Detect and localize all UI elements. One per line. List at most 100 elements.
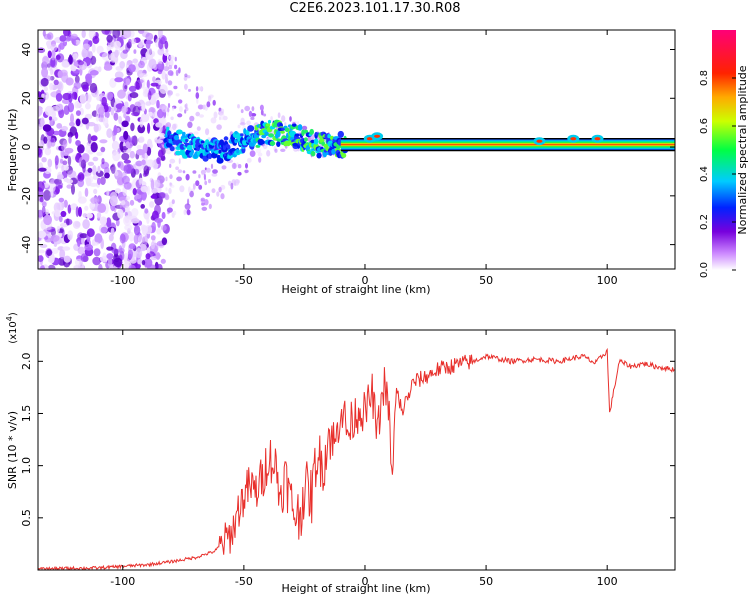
snr-x-tick-label: -50 [235,575,253,588]
heatmap-signal-cell [265,123,271,127]
heatmap-noise-cell [89,82,98,94]
heatmap-noise-cell [161,237,168,246]
heatmap-noise-cell [138,177,143,186]
heatmap-noise-cell [147,122,151,134]
heatmap-signal-cell [176,129,183,135]
spectrogram-ticks: -100 -50 0 50 100 -40 -20 0 20 40 [20,30,675,287]
heatmap-noise-cell [154,139,164,144]
heatmap-transition-cell [248,110,253,117]
heatmap-transition-cell [257,152,263,157]
heatmap-noise-cell [77,144,85,154]
heatmap-transition-cell [259,104,264,111]
heatmap-transition-cell [166,207,173,213]
spectrogram-y-tick-label: 40 [20,43,33,57]
heatmap-noise-cell [106,91,114,101]
heatmap-noise-cell [124,224,133,231]
heatmap-noise-cell [61,125,68,132]
heatmap-transition-cell [205,128,210,136]
heatmap-noise-cell [136,144,142,150]
heatmap-noise-cell [43,33,52,40]
heatmap-signal-cell [245,130,250,137]
heatmap-noise-cell [135,160,143,167]
spectrogram-x-tick-label: 100 [597,274,618,287]
heatmap-signal-cell [275,130,281,138]
heatmap-signal-cell [291,123,297,127]
heatmap-noise-cell [131,111,140,117]
heatmap-noise-cell [92,156,99,162]
heatmap-noise-cell [125,78,131,86]
heatmap-transition-cell [188,88,191,92]
heatmap-noise-cell [93,188,98,195]
heatmap-noise-cell [121,120,129,128]
heatmap-noise-cell [62,246,71,251]
heatmap-noise-cell [40,77,49,87]
heatmap-noise-cell [118,115,122,125]
heatmap-transition-cell [179,106,183,113]
snr-y-tick-label: 0.5 [20,509,33,527]
heatmap-noise-cell [77,174,81,182]
heatmap-noise-cell [44,147,52,156]
heatmap-signal-cell [185,138,189,143]
heatmap-transition-cell [198,174,201,179]
heatmap-transition-cell [240,109,244,114]
heatmap-noise-cell [74,258,82,267]
snr-y-label: SNR (10 * v/v) [6,411,19,489]
heatmap-noise-cell [137,234,146,245]
heatmap-noise-cell [144,225,153,235]
heatmap-noise-cell [115,218,120,227]
heatmap-signal-cell [297,124,303,131]
snr-multiplier-label: (x104) [5,312,19,344]
heatmap-transition-cell [260,109,264,116]
heatmap-noise-cell [90,196,100,205]
heatmap-noise-cell [94,233,103,244]
heatmap-noise-cell [81,236,85,245]
heatmap-noise-cell [71,184,75,195]
heatmap-noise-cell [72,220,81,229]
heatmap-noise-cell [43,214,52,226]
heatmap-noise-cell [138,30,145,34]
heatmap-transition-cell [281,115,286,122]
heatmap-noise-cell [78,206,82,217]
heatmap-noise-cell [124,205,131,213]
heatmap-noise-cell [130,122,135,132]
spectrogram-y-tick-label: -20 [20,187,33,205]
heatmap-noise-cell [53,79,59,86]
heatmap-transition-cell [250,116,255,120]
heatmap-transition-cell [165,176,168,182]
heatmap-noise-cell [145,101,152,106]
heatmap-noise-cell [70,113,74,124]
heatmap-noise-cell [49,57,58,68]
heatmap-noise-cell [49,68,54,76]
heatmap-noise-cell [97,106,105,115]
heatmap-transition-cell [221,165,227,170]
heatmap-noise-cell [66,184,73,189]
heatmap-noise-cell [114,77,124,83]
heatmap-noise-cell [38,124,43,130]
heatmap-signal-cell [310,150,316,157]
heatmap-noise-cell [128,64,136,73]
heatmap-transition-cell [277,112,281,119]
heatmap-transition-cell [201,206,208,211]
heatmap-transition-cell [199,114,204,118]
heatmap-transition-cell [301,125,308,131]
heatmap-noise-cell [127,249,133,259]
heatmap-signal-cell [337,130,344,138]
heatmap-noise-cell [155,179,161,188]
heatmap-transition-cell [171,199,175,205]
heatmap-noise-cell [84,93,92,104]
heatmap-noise-cell [144,208,149,214]
heatmap-noise-cell [82,213,88,218]
heatmap-noise-cell [49,82,54,91]
heatmap-noise-cell [150,82,159,87]
heatmap-transition-cell [244,169,249,173]
heatmap-transition-cell [239,122,246,126]
heatmap-noise-cell [137,79,144,84]
heatmap-transition-cell [195,180,200,187]
heatmap-transition-cell [211,188,216,194]
heatmap-noise-cell [58,197,65,203]
heatmap-signal-cell [192,142,196,149]
heatmap-noise-cell [50,44,58,52]
heatmap-noise-cell [45,209,50,216]
heatmap-noise-cell [149,143,154,149]
heatmap-noise-cell [57,44,62,53]
